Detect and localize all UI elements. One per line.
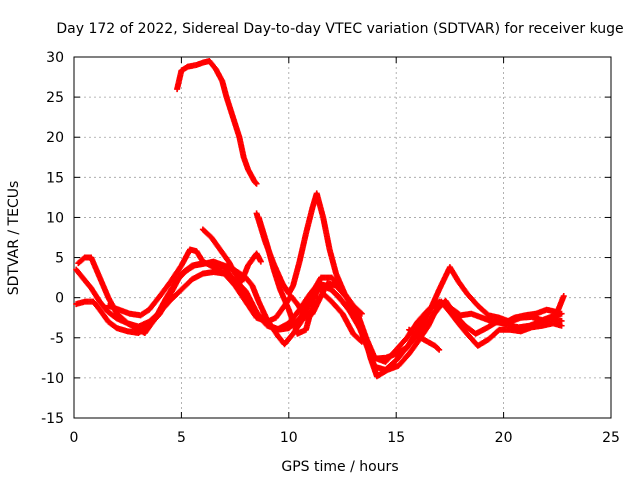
y-tick-label: -15 bbox=[41, 411, 64, 427]
y-tick-label: 25 bbox=[46, 90, 64, 106]
chart-title: Day 172 of 2022, Sidereal Day-to-day VTE… bbox=[56, 21, 623, 37]
data-point bbox=[358, 310, 365, 317]
data-point bbox=[435, 345, 442, 352]
y-tick-label: 30 bbox=[46, 50, 64, 66]
x-tick-label: 20 bbox=[495, 430, 513, 446]
x-tick-label: 10 bbox=[280, 430, 298, 446]
data-point bbox=[558, 322, 565, 329]
series-track-9 bbox=[406, 326, 443, 353]
x-tick-label: 15 bbox=[387, 430, 405, 446]
series-track-7 bbox=[253, 190, 365, 317]
y-tick-label: 15 bbox=[46, 170, 64, 186]
y-tick-labels: -15 -10 -5 0 5 10 15 20 25 30 bbox=[41, 50, 64, 427]
y-tick-label: -10 bbox=[41, 371, 64, 387]
data-point bbox=[358, 338, 365, 345]
y-tick-label: 10 bbox=[46, 210, 64, 226]
y-axis-label: SDTVAR / TECUs bbox=[6, 181, 22, 296]
x-tick-label: 25 bbox=[602, 430, 620, 446]
axis-ticks bbox=[73, 56, 612, 419]
data-point bbox=[558, 310, 565, 317]
grid-lines bbox=[74, 57, 611, 418]
data-point bbox=[357, 337, 364, 344]
data-point bbox=[357, 309, 364, 316]
data-point bbox=[560, 293, 567, 300]
series-markers bbox=[73, 58, 567, 380]
x-tick-label: 5 bbox=[177, 430, 186, 446]
y-tick-label: 5 bbox=[55, 251, 64, 267]
x-axis-label: GPS time / hours bbox=[281, 459, 398, 475]
y-tick-label: 20 bbox=[46, 130, 64, 146]
data-point bbox=[253, 180, 260, 187]
x-tick-labels: 0 5 10 15 20 25 bbox=[70, 430, 620, 446]
data-point bbox=[436, 346, 443, 353]
x-tick-label: 0 bbox=[70, 430, 79, 446]
data-point bbox=[257, 258, 264, 265]
y-tick-label: 0 bbox=[55, 291, 64, 307]
series-track-5 bbox=[174, 58, 260, 187]
series-track-8 bbox=[199, 226, 264, 285]
plot-frame bbox=[73, 56, 612, 419]
y-tick-label: -5 bbox=[50, 331, 64, 347]
